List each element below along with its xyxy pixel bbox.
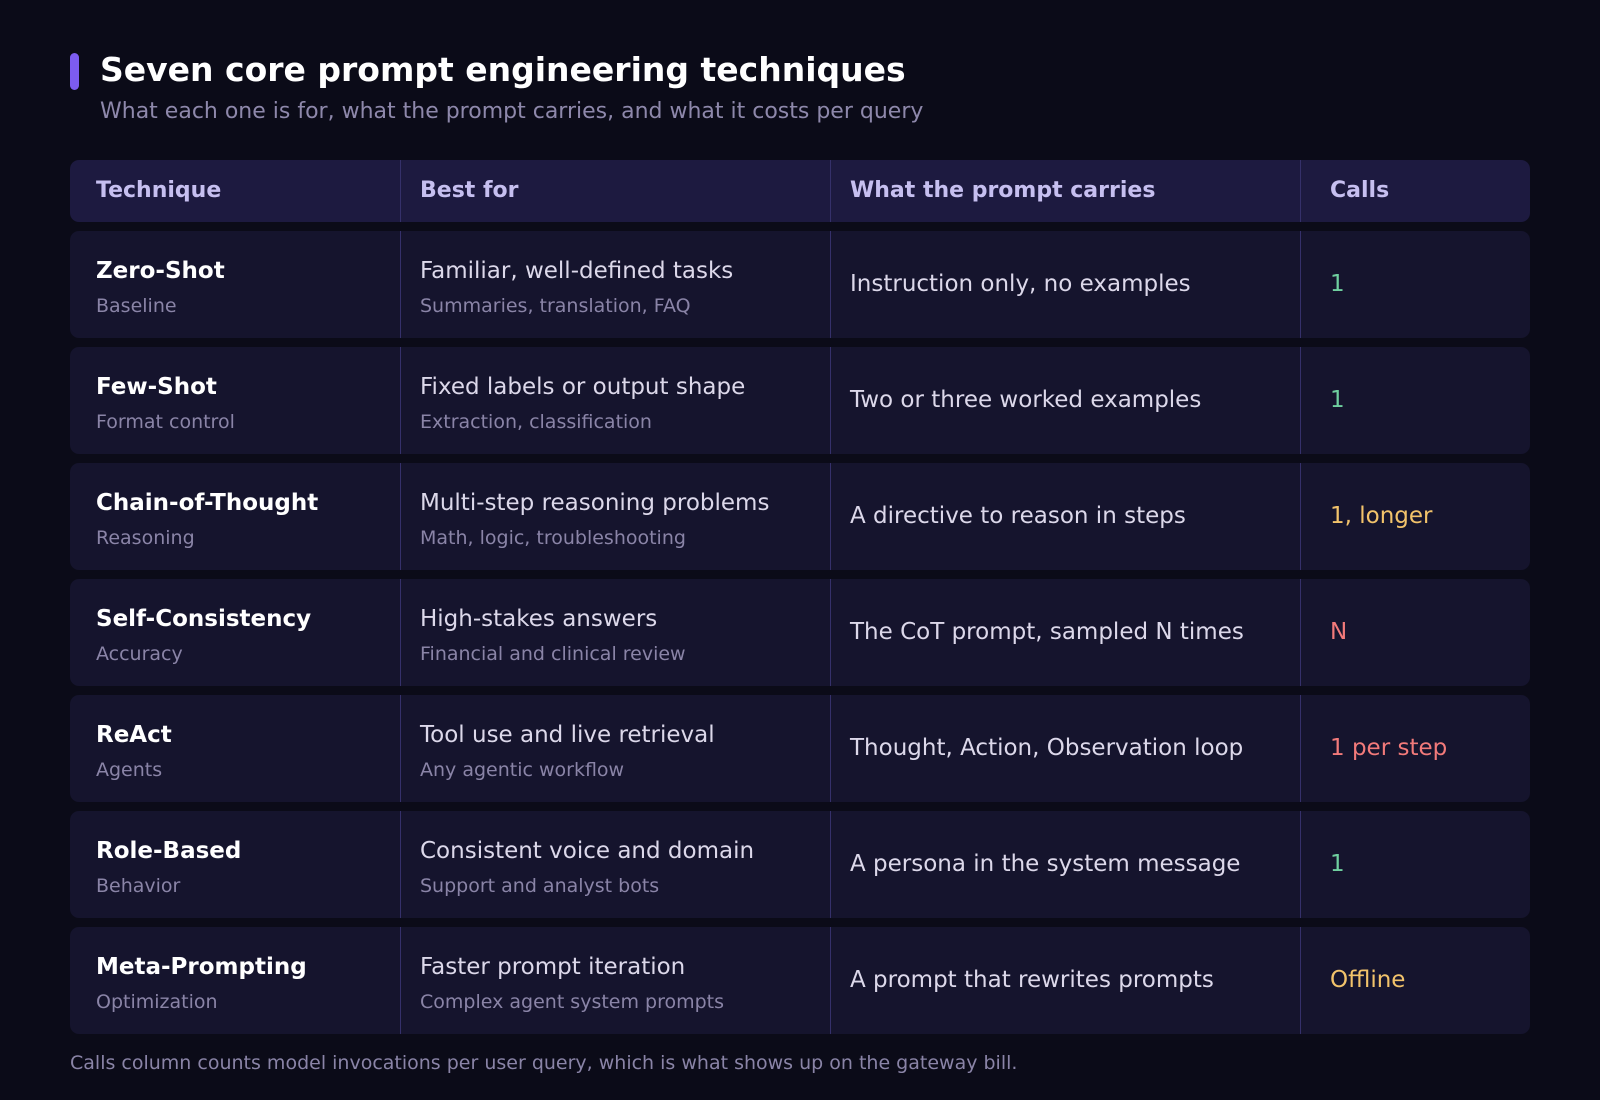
prompt-carries-text: Instruction only, no examples [850,271,1191,297]
column-divider [1300,347,1301,454]
technique-name: ReAct [96,722,172,748]
page-title: Seven core prompt engineering techniques [100,50,906,89]
column-divider [1300,811,1301,918]
title-accent-bar [70,53,79,90]
technique-name: Meta-Prompting [96,954,307,980]
column-header-best-for: Best for [420,178,519,203]
column-divider [1300,231,1301,338]
table-row: Zero-Shot Baseline Familiar, well-defined … [70,231,1530,338]
table-row: Meta-Prompting Optimization Faster prompt … [70,927,1530,1034]
prompt-carries-text: A persona in the system message [850,851,1241,877]
column-divider [830,231,831,338]
column-divider [400,347,401,454]
page-subtitle: What each one is for, what the prompt ca… [100,99,924,124]
column-divider [830,927,831,1034]
column-divider [830,579,831,686]
column-divider [400,160,401,222]
column-divider [1300,579,1301,686]
technique-category: Optimization [96,991,218,1013]
prompt-carries-text: A prompt that rewrites prompts [850,967,1214,993]
calls-value: 1, longer [1330,503,1433,529]
calls-value: 1 [1330,387,1345,413]
technique-name: Role-Based [96,838,242,864]
column-divider [830,347,831,454]
column-divider [1300,695,1301,802]
technique-category: Accuracy [96,643,183,665]
technique-name: Few-Shot [96,374,217,400]
best-for-examples: Financial and clinical review [420,643,686,665]
technique-category: Format control [96,411,235,433]
table-row: ReAct Agents Tool use and live retrieval An… [70,695,1530,802]
column-header-technique: Technique [96,178,222,203]
best-for-examples: Support and analyst bots [420,875,660,897]
best-for-text: Faster prompt iteration [420,954,686,980]
column-header-calls: Calls [1330,178,1390,203]
table-row: Few-Shot Format control Fixed labels or ou… [70,347,1530,454]
column-divider [830,160,831,222]
calls-value: Offline [1330,967,1406,993]
calls-value: N [1330,619,1348,645]
column-divider [400,231,401,338]
technique-name: Self-Consistency [96,606,312,632]
table-row: Chain-of-Thought Reasoning Multi-step reas… [70,463,1530,570]
technique-name: Chain-of-Thought [96,490,319,516]
column-divider [400,463,401,570]
calls-value: 1 [1330,271,1345,297]
technique-name: Zero-Shot [96,258,225,284]
best-for-examples: Extraction, classification [420,411,652,433]
table-header-row: Technique Best for What the prompt carri… [70,160,1530,222]
calls-value: 1 [1330,851,1345,877]
prompt-carries-text: Thought, Action, Observation loop [850,735,1244,761]
best-for-text: Familiar, well-defined tasks [420,258,734,284]
technique-category: Baseline [96,295,177,317]
best-for-text: Fixed labels or output shape [420,374,746,400]
column-divider [830,695,831,802]
calls-value: 1 per step [1330,735,1448,761]
column-divider [1300,463,1301,570]
table-row: Role-Based Behavior Consistent voice and d… [70,811,1530,918]
column-divider [830,463,831,570]
technique-category: Agents [96,759,163,781]
column-divider [830,811,831,918]
column-divider [1300,927,1301,1034]
best-for-text: Multi-step reasoning problems [420,490,770,516]
column-header-prompt-carries: What the prompt carries [850,178,1156,203]
best-for-text: High-stakes answers [420,606,658,632]
table-body: Zero-Shot Baseline Familiar, well-defined … [70,231,1530,1034]
prompt-carries-text: Two or three worked examples [850,387,1202,413]
best-for-examples: Summaries, translation, FAQ [420,295,691,317]
column-divider [400,579,401,686]
column-divider [400,927,401,1034]
table-row: Self-Consistency Accuracy High-stakes answ… [70,579,1530,686]
prompt-carries-text: A directive to reason in steps [850,503,1186,529]
best-for-examples: Any agentic workflow [420,759,625,781]
column-divider [400,811,401,918]
best-for-text: Tool use and live retrieval [420,722,715,748]
technique-category: Behavior [96,875,181,897]
best-for-examples: Math, logic, troubleshooting [420,527,686,549]
column-divider [1300,160,1301,222]
column-divider [400,695,401,802]
best-for-text: Consistent voice and domain [420,838,755,864]
footnote: Calls column counts model invocations pe… [70,1052,1018,1074]
best-for-examples: Complex agent system prompts [420,991,725,1013]
technique-category: Reasoning [96,527,195,549]
techniques-table: Technique Best for What the prompt carri… [70,160,1530,1034]
prompt-carries-text: The CoT prompt, sampled N times [850,619,1244,645]
